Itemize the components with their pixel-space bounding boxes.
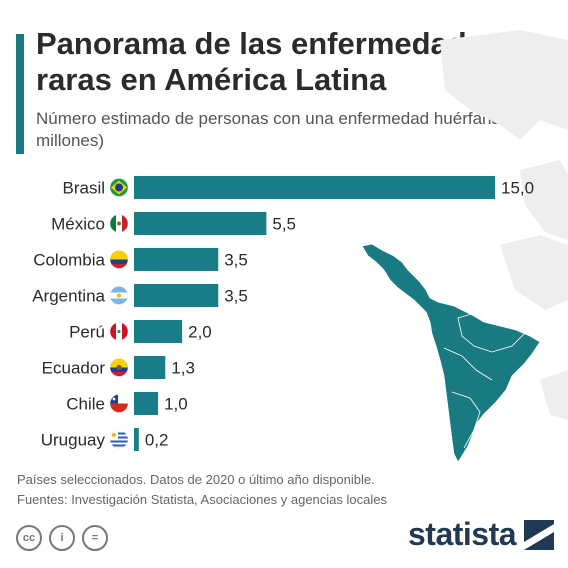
- category-label-3: Argentina: [32, 287, 105, 306]
- bar-4[interactable]: [134, 320, 183, 343]
- bars-group: Brasil 15,0 México 5,5 Colombia 3,5 Argentina 3…: [32, 176, 534, 451]
- cc-icon[interactable]: cc: [16, 525, 42, 551]
- title-accent-bar: [16, 34, 24, 154]
- value-label-5: 1,3: [171, 359, 195, 378]
- statista-logo-text: statista: [408, 516, 517, 552]
- category-label-7: Uruguay: [41, 431, 106, 450]
- value-label-1: 5,5: [272, 215, 296, 234]
- category-label-4: Perú: [69, 323, 105, 342]
- argentina-flag-icon: [110, 286, 128, 305]
- category-label-5: Ecuador: [42, 359, 106, 378]
- colombia-flag-icon: [110, 250, 128, 269]
- value-label-3: 3,5: [224, 287, 248, 306]
- license-icons: cc i =: [16, 525, 108, 551]
- mexico-flag-icon: [110, 214, 128, 233]
- attribution-icon[interactable]: i: [49, 525, 75, 551]
- footnote: Países seleccionados. Datos de 2020 o úl…: [17, 470, 387, 510]
- footnote-sources: Fuentes: Investigación Statista, Asociac…: [17, 492, 387, 507]
- ecuador-flag-icon: [110, 358, 128, 377]
- footnote-note: Países seleccionados. Datos de 2020 o úl…: [17, 472, 375, 487]
- category-label-2: Colombia: [33, 251, 105, 270]
- statista-logo-mark-icon: [524, 519, 555, 550]
- bar-6[interactable]: [134, 392, 159, 415]
- value-label-6: 1,0: [164, 395, 188, 414]
- value-label-2: 3,5: [224, 251, 248, 270]
- bar-chart: Brasil 15,0 México 5,5 Colombia 3,5 Argentina 3…: [32, 30, 568, 463]
- bar-1[interactable]: [134, 212, 267, 235]
- category-label-0: Brasil: [62, 179, 105, 198]
- bar-7[interactable]: [134, 428, 139, 451]
- value-label-0: 15,0: [501, 179, 534, 198]
- bar-2[interactable]: [134, 248, 219, 271]
- world-map-background: [440, 30, 568, 420]
- statista-logo[interactable]: statista: [408, 516, 555, 553]
- chart-title: Panorama de las enfermedades raras en Am…: [36, 26, 502, 97]
- bar-5[interactable]: [134, 356, 166, 379]
- bar-3[interactable]: [134, 284, 219, 307]
- uruguay-flag-icon: [110, 430, 128, 449]
- chart-subtitle: Número estimado de personas con una enfe…: [36, 109, 531, 150]
- bar-0[interactable]: [134, 176, 495, 199]
- value-label-7: 0,2: [145, 431, 169, 450]
- category-label-6: Chile: [66, 395, 105, 414]
- latin-america-map: [361, 243, 541, 463]
- brazil-flag-icon: [110, 178, 128, 197]
- peru-flag-icon: [110, 322, 128, 341]
- category-label-1: México: [51, 215, 105, 234]
- value-label-4: 2,0: [188, 323, 212, 342]
- chile-flag-icon: [110, 394, 128, 413]
- no-derivatives-icon[interactable]: =: [82, 525, 108, 551]
